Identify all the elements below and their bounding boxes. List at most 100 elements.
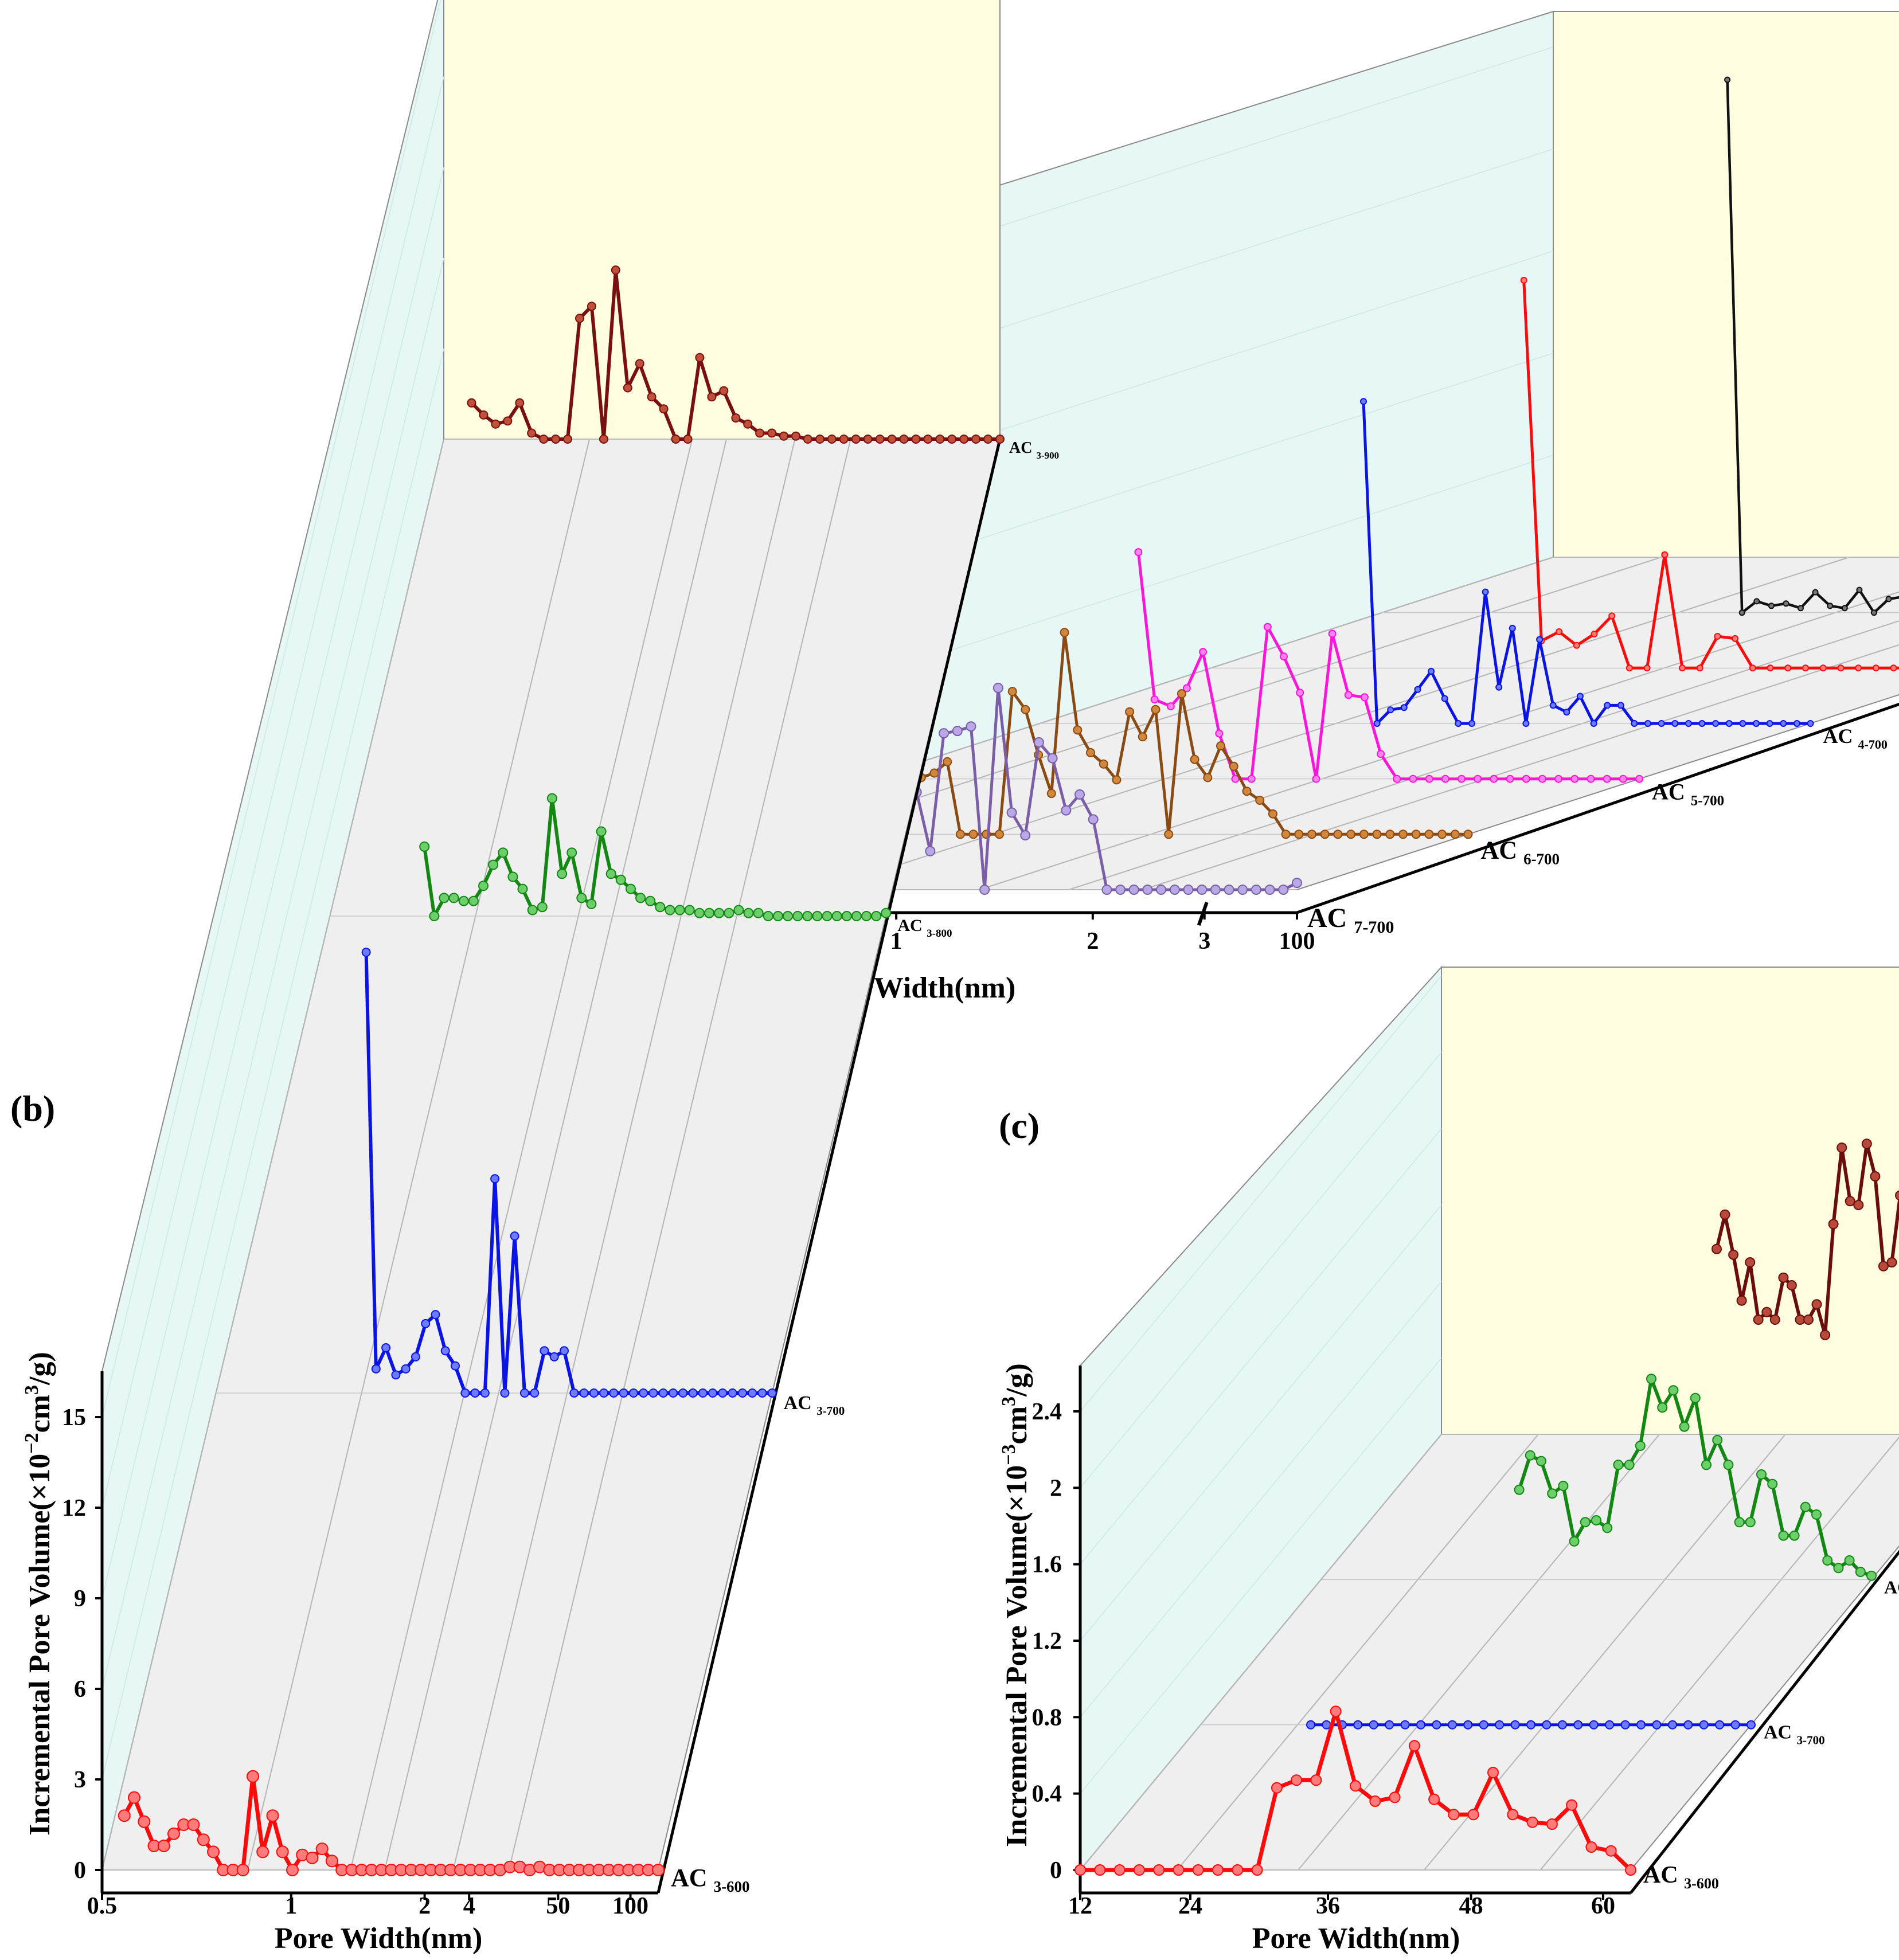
wall-gridline: [101, 348, 444, 1780]
data-point: [1372, 830, 1382, 839]
data-point: [623, 383, 632, 393]
data-point: [1377, 750, 1385, 758]
x-tick-label: 100: [612, 1893, 648, 1919]
back-wall: [443, 0, 1001, 440]
data-point: [674, 905, 685, 916]
data-point: [861, 911, 872, 921]
data-point: [1646, 1374, 1656, 1384]
y-tick-label: 0: [74, 1857, 86, 1884]
x-tick-label: 1: [285, 1893, 297, 1919]
series-line: [1362, 401, 1811, 725]
data-point: [979, 885, 990, 895]
data-point: [1047, 753, 1058, 764]
data-point: [1156, 885, 1167, 895]
data-point: [841, 911, 852, 921]
data-point: [1613, 1460, 1624, 1470]
floor-gridline: [350, 439, 693, 1871]
data-point: [743, 907, 754, 918]
series-label-sub: 3-700: [816, 1404, 845, 1418]
data-point: [935, 435, 945, 444]
series-label: AC 5-700: [1652, 779, 1724, 809]
data-point: [515, 398, 525, 408]
data-point: [479, 410, 489, 420]
data-point: [1210, 885, 1221, 895]
data-point: [684, 905, 695, 916]
data-point: [1526, 1816, 1538, 1828]
data-point: [1724, 76, 1731, 83]
data-point: [955, 830, 965, 839]
data-point: [1385, 1720, 1394, 1730]
data-point: [1536, 1456, 1546, 1466]
data-point: [1526, 1720, 1535, 1730]
data-point: [1753, 598, 1760, 605]
data-point: [1624, 1460, 1635, 1470]
data-point: [1074, 1864, 1086, 1876]
data-point: [460, 1388, 470, 1398]
data-point: [1626, 664, 1633, 672]
series-label: AC 3-700: [784, 1392, 845, 1418]
x-tick-label: 100: [1279, 928, 1315, 954]
data-point: [1247, 774, 1256, 783]
data-point: [579, 1388, 589, 1398]
data-point: [546, 793, 557, 804]
data-point: [1294, 830, 1304, 839]
series-label: AC 3-600: [671, 1864, 750, 1895]
wall-gridline: [101, 167, 444, 1599]
panel-label: (c): [999, 1105, 1040, 1146]
data-point: [440, 1346, 450, 1356]
y-title-unit: cm: [1001, 1406, 1033, 1444]
data-point: [1344, 691, 1353, 699]
floor-gridline: [508, 439, 851, 1871]
series-label-sub: 5-700: [1691, 793, 1724, 809]
series-3-700: AC 3-700: [1520, 276, 1899, 672]
data-point: [490, 1174, 500, 1184]
data-point: [1652, 1720, 1662, 1730]
data-point: [1507, 1809, 1519, 1821]
data-point: [1746, 1720, 1756, 1730]
axis-break-mark: [1197, 902, 1209, 926]
data-point: [1895, 1190, 1899, 1201]
depth-axis-line: [1630, 1550, 1899, 1894]
data-point: [1264, 885, 1275, 895]
data-point: [971, 435, 981, 444]
data-point: [1251, 1864, 1263, 1876]
back-wall: [1441, 967, 1899, 1435]
data-point: [1310, 1774, 1322, 1786]
data-point: [647, 392, 657, 402]
y-tick-label: 0.4: [1032, 1781, 1062, 1808]
data-point: [1753, 720, 1760, 727]
data-point: [1448, 1809, 1460, 1821]
data-point: [468, 895, 479, 906]
data-point: [566, 847, 577, 858]
data-point: [1683, 1720, 1693, 1730]
data-point: [619, 1388, 628, 1398]
data-point: [419, 841, 430, 852]
data-point: [411, 1352, 420, 1362]
data-point: [648, 1388, 658, 1398]
depth-axis-line: [1296, 702, 1899, 914]
y-title-tail: /g): [24, 1352, 56, 1386]
data-point: [439, 893, 450, 903]
y-tick-label: 3: [74, 1767, 86, 1793]
data-point: [1224, 885, 1234, 895]
data-point: [1812, 589, 1819, 596]
data-point: [1745, 1517, 1756, 1528]
data-point: [1767, 664, 1774, 672]
data-point: [881, 907, 892, 918]
data-point: [1369, 1795, 1381, 1807]
data-point: [1134, 548, 1143, 557]
data-point: [527, 905, 538, 916]
data-point: [1463, 830, 1473, 839]
y-tick-label: 9: [74, 1586, 86, 1612]
data-point: [429, 911, 440, 921]
data-point: [1870, 1171, 1881, 1182]
data-point: [128, 1791, 140, 1804]
data-point: [563, 435, 572, 444]
data-point: [1509, 624, 1516, 632]
data-point: [1101, 885, 1112, 895]
data-point: [589, 1388, 599, 1398]
data-point: [1720, 1209, 1730, 1220]
data-point: [939, 728, 950, 739]
data-point: [718, 1388, 728, 1398]
data-point: [695, 353, 705, 362]
